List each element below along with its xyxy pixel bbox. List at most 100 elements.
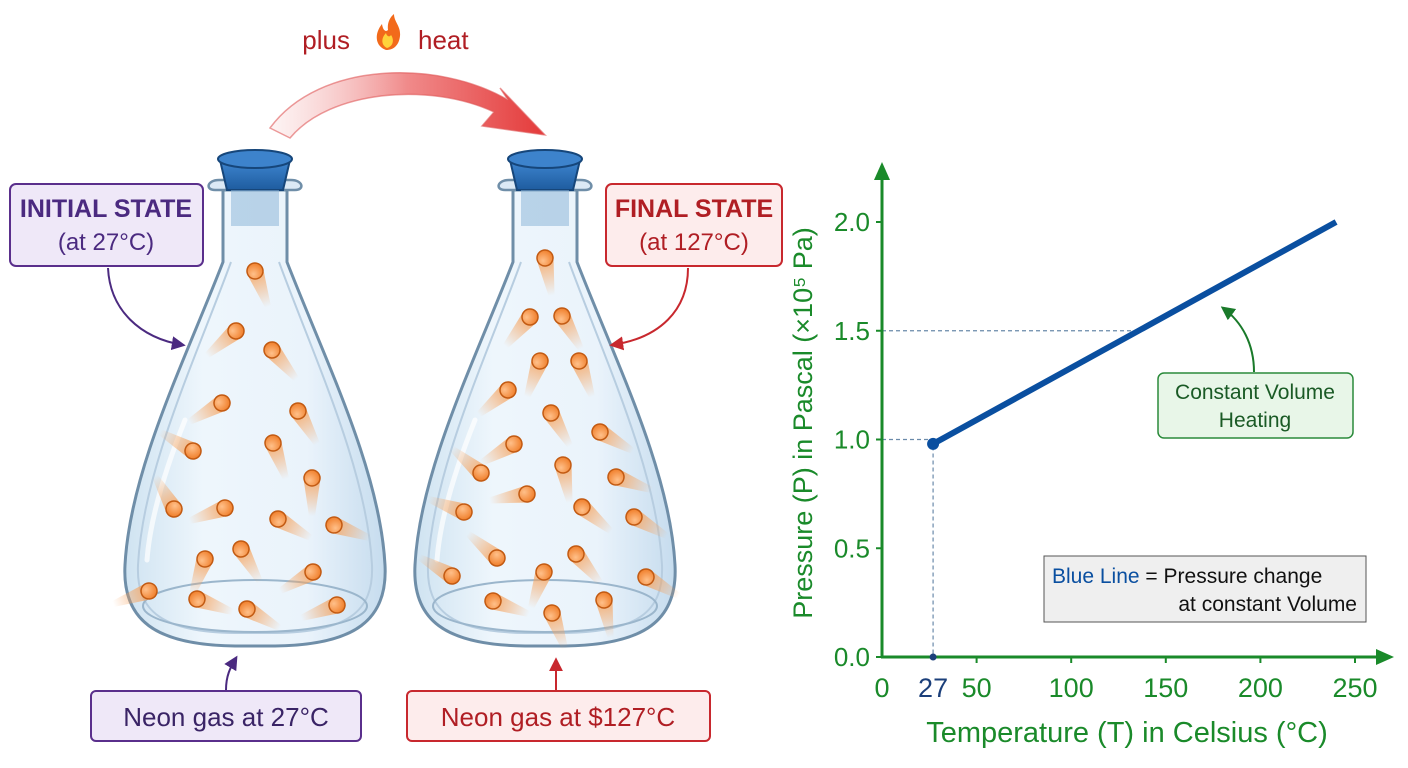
gas-particle bbox=[303, 469, 321, 516]
particle-ball bbox=[488, 549, 506, 567]
final-gas-label-box: Neon gas at $127°C bbox=[406, 690, 711, 742]
gas-particle bbox=[158, 429, 202, 460]
particle-trail bbox=[572, 362, 595, 398]
gas-particle bbox=[503, 308, 539, 349]
gas-particle bbox=[573, 498, 614, 534]
y-axis-label: Pressure (P) in Pascal (×10⁵ Pa) bbox=[788, 227, 818, 619]
gas-particle bbox=[300, 596, 346, 621]
particle-ball bbox=[499, 381, 517, 399]
particle-ball bbox=[184, 442, 202, 460]
gas-particle bbox=[536, 249, 555, 296]
initial-gas-pointer bbox=[224, 655, 238, 691]
gas-particle bbox=[528, 563, 553, 609]
gas-particle bbox=[625, 508, 669, 539]
particle-ball bbox=[531, 352, 549, 370]
flask-final bbox=[413, 149, 681, 650]
y-tick-label: 2.0 bbox=[834, 207, 870, 237]
particle-ball bbox=[472, 464, 490, 482]
x-tick-highlight-label: 27 bbox=[918, 673, 948, 703]
particle-trail bbox=[494, 594, 530, 617]
final-state-title: FINAL STATE bbox=[615, 195, 773, 223]
initial-state-title: INITIAL STATE bbox=[20, 195, 192, 223]
flask-highlight bbox=[434, 417, 478, 563]
y-tick-label: 0.5 bbox=[834, 533, 870, 563]
particle-ball bbox=[521, 308, 539, 326]
particle-trail bbox=[304, 482, 320, 516]
final-state-box: FINAL STATE (at 127°C) bbox=[605, 183, 783, 267]
particle-ball bbox=[591, 423, 609, 441]
annotation-line2: Heating bbox=[1219, 409, 1291, 432]
gas-particle bbox=[591, 423, 635, 454]
particle-trail bbox=[188, 501, 224, 524]
annotation-line1: Constant Volume bbox=[1175, 381, 1335, 404]
particle-ball bbox=[196, 550, 214, 568]
gas-particle bbox=[269, 510, 313, 541]
particle-ball bbox=[443, 567, 461, 585]
flask-glass bbox=[123, 188, 387, 648]
initial-state-pointer bbox=[107, 267, 186, 351]
heat-label-plus: plus bbox=[302, 25, 350, 55]
particle-ball bbox=[518, 485, 536, 503]
y-tick-label: 1.5 bbox=[834, 316, 870, 346]
gas-particle bbox=[187, 394, 231, 425]
particle-ball bbox=[595, 591, 613, 609]
gas-particle bbox=[465, 531, 506, 567]
gas-particle bbox=[152, 474, 183, 518]
particle-ball bbox=[328, 596, 346, 614]
x-axis-label: Temperature (T) in Celsius (°C) bbox=[926, 717, 1328, 749]
legend-box: Blue Line = Pressure change at constant … bbox=[1043, 555, 1367, 623]
gas-particle bbox=[484, 592, 530, 617]
graph-series bbox=[927, 219, 1338, 450]
gas-particle bbox=[489, 485, 536, 504]
initial-state-box: INITIAL STATE (at 27°C) bbox=[9, 183, 204, 267]
gas-particle bbox=[524, 352, 549, 398]
heat-transfer-arrow bbox=[268, 72, 548, 139]
gas-particle bbox=[607, 468, 653, 493]
initial-gas-label-box: Neon gas at 27°C bbox=[90, 690, 362, 742]
particle-ball bbox=[165, 500, 183, 518]
gas-particle bbox=[264, 434, 289, 480]
final-gas-label: Neon gas at $127°C bbox=[441, 702, 675, 732]
particle-trail bbox=[189, 560, 212, 596]
final-state-pointer bbox=[609, 267, 689, 351]
gas-particle bbox=[246, 262, 271, 308]
particle-ball bbox=[607, 468, 625, 486]
gas-particle bbox=[427, 496, 473, 521]
particle-trail bbox=[248, 272, 271, 308]
gas-particle bbox=[263, 341, 299, 382]
y-axis-arrowhead bbox=[874, 162, 890, 180]
final-state-temp: (at 127°C) bbox=[639, 229, 749, 256]
gas-particle bbox=[542, 404, 573, 448]
particle-trail bbox=[545, 614, 568, 650]
gas-particle bbox=[449, 446, 490, 482]
x-tick-label: 250 bbox=[1332, 673, 1377, 703]
particle-ball bbox=[304, 563, 322, 581]
flask-initial bbox=[112, 149, 387, 648]
particle-trail bbox=[555, 467, 573, 503]
annotation-pointer bbox=[1220, 306, 1255, 373]
x-tick-label: 0 bbox=[874, 673, 889, 703]
graph-ticks: 0 50 100 150 200 250 0.0 0.5 1.0 1.5 2.0 27 bbox=[834, 207, 1378, 703]
gas-particle bbox=[479, 435, 523, 466]
particle-ball bbox=[325, 516, 343, 534]
particle-trail bbox=[300, 598, 336, 621]
particle-ball bbox=[536, 249, 554, 267]
gas-particle bbox=[476, 381, 517, 417]
x-tick-label: 200 bbox=[1238, 673, 1283, 703]
gas-particle bbox=[554, 456, 573, 503]
gas-particle bbox=[232, 540, 263, 584]
particle-ball bbox=[637, 568, 655, 586]
x-tick-label: 50 bbox=[962, 673, 992, 703]
particle-ball bbox=[269, 510, 287, 528]
particle-ball bbox=[216, 499, 234, 517]
flask-stopper-insert bbox=[231, 190, 279, 226]
fire-icon bbox=[376, 14, 401, 50]
gas-particle bbox=[543, 604, 568, 650]
x-tick-label: 150 bbox=[1143, 673, 1188, 703]
particle-trail bbox=[537, 260, 555, 296]
gas-particle bbox=[112, 582, 158, 607]
annotation-box: Constant Volume Heating bbox=[1157, 372, 1354, 439]
gas-particle bbox=[325, 516, 371, 541]
gas-particle bbox=[637, 568, 681, 599]
particle-trail bbox=[617, 470, 653, 493]
